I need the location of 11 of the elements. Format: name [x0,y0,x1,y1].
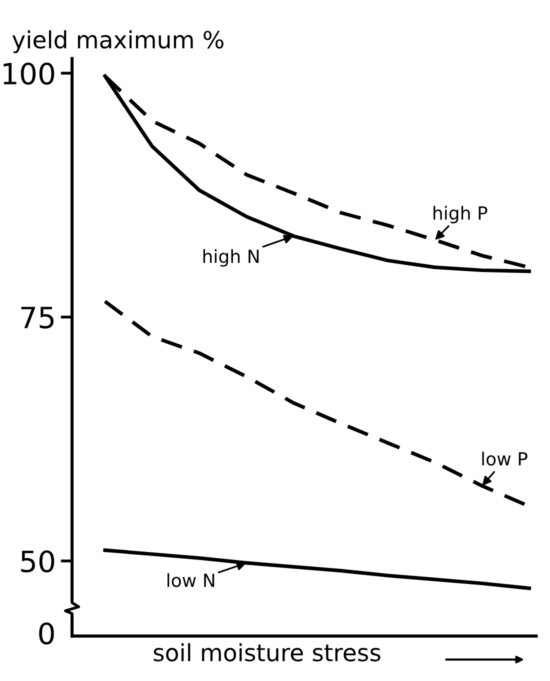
series-label: high N [203,249,259,267]
text: 0 [39,622,54,645]
series-label: high P [434,206,488,224]
y-axis-title: yield maximum % [12,30,224,54]
legend-label: low N [168,573,214,588]
y-tick-label: 50 [21,550,54,572]
line-series [103,548,531,590]
text: soil moisture stress [154,643,380,662]
y-tick-label: 75 [21,306,54,329]
y-tick-label: 100 [4,62,54,85]
series-label: low P [482,452,528,466]
